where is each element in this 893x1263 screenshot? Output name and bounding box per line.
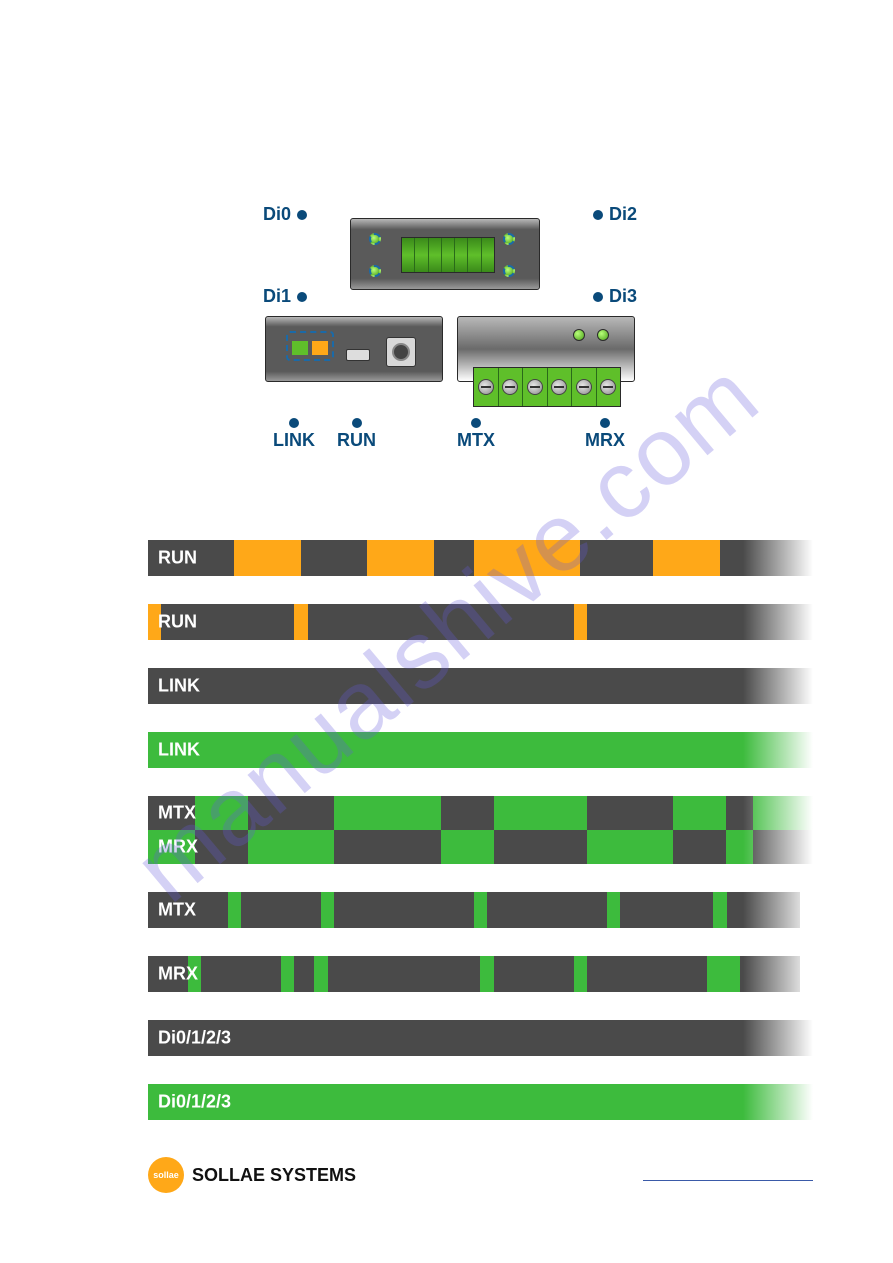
ethernet-port — [286, 331, 334, 361]
callout-di3: Di3 — [593, 286, 637, 307]
dc-jack — [386, 337, 416, 367]
bar-label: MRX — [158, 837, 198, 858]
footer: sollae SOLLAE SYSTEMS — [148, 1157, 356, 1193]
status-bar: Di0/1/2/3 — [148, 1020, 813, 1056]
bar-label: LINK — [158, 740, 200, 761]
callout-di0: Di0 — [263, 204, 307, 225]
callout-mtx: MTX — [457, 418, 495, 451]
status-bar: LINK — [148, 732, 813, 768]
device-back-view — [265, 316, 443, 382]
callout-label: Di0 — [263, 204, 291, 225]
footer-underline — [643, 1180, 813, 1181]
terminal-block-top — [401, 237, 495, 273]
led-di0 — [369, 233, 381, 245]
bar-label: MTX — [158, 900, 196, 921]
callout-label: LINK — [273, 430, 315, 451]
footer-company: SOLLAE SYSTEMS — [192, 1165, 356, 1186]
sollae-logo-icon: sollae — [148, 1157, 184, 1193]
callout-label: Di3 — [609, 286, 637, 307]
led-mrx — [597, 329, 609, 341]
device-top-view — [350, 218, 540, 290]
bar-label: RUN — [158, 548, 197, 569]
device-top-leds-right — [503, 233, 521, 277]
callout-run: RUN — [337, 418, 376, 451]
led-di2 — [503, 233, 515, 245]
terminal-block-side — [473, 367, 621, 407]
device-diagram: Di0 Di2 Di1 Di3 LINK RUN MTX MRX — [265, 190, 635, 450]
bar-label: MTX — [158, 803, 196, 824]
led-link — [292, 341, 308, 355]
status-bar: MRX — [148, 830, 813, 864]
status-bar: MTX — [148, 892, 813, 928]
callout-label: MTX — [457, 430, 495, 451]
led-run — [312, 341, 328, 355]
device-side-view — [457, 316, 635, 382]
callout-label: RUN — [337, 430, 376, 451]
status-bar: MTX — [148, 796, 813, 830]
callout-label: MRX — [585, 430, 625, 451]
status-bar: RUN — [148, 540, 813, 576]
bar-label: Di0/1/2/3 — [158, 1028, 231, 1049]
led-mtx — [573, 329, 585, 341]
bar-label: RUN — [158, 612, 197, 633]
bar-group-mtx-mrx-group: MTX MRX — [148, 796, 813, 864]
callout-link: LINK — [273, 418, 315, 451]
usb-port — [346, 349, 370, 361]
led-status-bars: RUN RUN LINK LINK MTX MRX MTX MRX Di0/1/2/3 Di0/1… — [148, 540, 813, 1148]
led-di1 — [369, 265, 381, 277]
status-bar: MRX — [148, 956, 813, 992]
callout-di2: Di2 — [593, 204, 637, 225]
bar-label: MRX — [158, 964, 198, 985]
led-di3 — [503, 265, 515, 277]
status-bar: RUN — [148, 604, 813, 640]
status-bar: Di0/1/2/3 — [148, 1084, 813, 1120]
bar-label: Di0/1/2/3 — [158, 1092, 231, 1113]
status-bar: LINK — [148, 668, 813, 704]
callout-mrx: MRX — [585, 418, 625, 451]
callout-label: Di2 — [609, 204, 637, 225]
callout-label: Di1 — [263, 286, 291, 307]
device-top-leds-left — [369, 233, 387, 277]
bar-label: LINK — [158, 676, 200, 697]
callout-di1: Di1 — [263, 286, 307, 307]
device-side-leds — [573, 329, 609, 341]
